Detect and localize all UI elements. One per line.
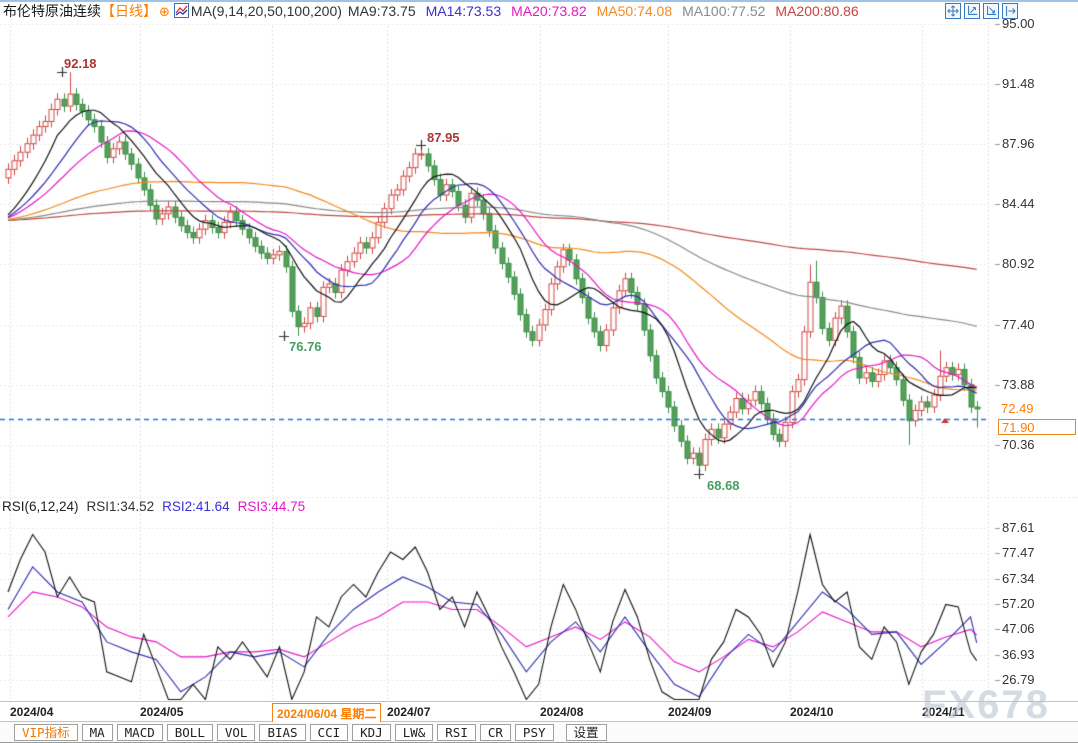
price-tick-label: 87.96 [1002,136,1035,151]
indicator-tab-5[interactable]: BIAS [259,723,306,741]
rsi-tick-label: 36.93 [1002,647,1035,662]
move-icon[interactable] [945,3,961,19]
rsi-tick-label: 67.34 [1002,571,1035,586]
ma-legend-item: MA9:73.75 [347,3,416,19]
indicator-tab-0[interactable]: VIP指标 [14,723,78,741]
rsi-legend-item: RSI2:41.64 [162,499,230,514]
rsi-tick-label: 47.06 [1002,621,1035,636]
price-tick-label: 80.92 [1002,256,1035,271]
rsi-tick-label: 57.20 [1002,596,1035,611]
ma-legend-item: MA200:80.86 [775,3,859,19]
rsi-settings-label[interactable]: RSI(6,12,24) [2,499,79,514]
month-label: 2024/11 [922,705,965,719]
ma-legend-item: MA20:73.82 [511,3,587,19]
ma-legend-item: MA50:74.08 [596,3,673,19]
month-label: 2024/05 [140,705,184,719]
latest-price-label: 72.49 [1001,401,1034,416]
price-tick-label: 77.40 [1002,317,1035,332]
indicator-tab-2[interactable]: MACD [116,723,163,741]
indicator-tab-9[interactable]: RSI [437,723,476,741]
rsi-tick-label: 77.47 [1002,545,1035,560]
price-tick-label: 95.00 [1002,16,1035,31]
month-label: 2024/07 [387,705,431,719]
indicator-tab-11[interactable]: PSY [514,723,554,741]
indicator-tab-1[interactable]: MA [81,723,113,741]
extreme-price-annotation: 87.95 [427,130,460,145]
month-label: 2024/10 [790,705,834,719]
rsi-legend-item: RSI3:44.75 [237,499,306,514]
price-tick-label: 91.48 [1002,76,1035,91]
indicator-tab-6[interactable]: CCI [309,723,349,741]
period-label[interactable]: 【日线】 [101,3,157,19]
instrument-title: 布伦特原油连续 [3,3,101,19]
indicator-tab-10[interactable]: CR [479,723,511,741]
indicator-tab-3[interactable]: BOLL [166,723,213,741]
pan-right-icon[interactable] [1002,3,1018,19]
indicator-tab-12[interactable]: 设置 [565,723,607,741]
indicator-tab-4[interactable]: VOL [216,723,256,741]
ma-legend: MA9:73.75 MA14:73.53 MA20:73.82 MA50:74.08 M… [347,2,869,19]
extreme-price-annotation: 92.18 [64,56,97,71]
chart-header: 布伦特原油连续【日线】 ⊕ MA(9,14,20,50,100,200) MA9:73… [0,2,1078,22]
top-border [0,0,1078,2]
chart-toolbar [945,3,1018,19]
ma-legend-item: MA100:77.52 [682,3,766,19]
extreme-price-annotation: 76.76 [289,339,322,354]
scale-axes-right-icon[interactable] [983,3,999,19]
month-label: 2024/08 [540,705,584,719]
month-label: 2024/04 [10,705,54,719]
extreme-price-annotation: 68.68 [707,478,740,493]
rsi-legend-item: RSI1:34.52 [86,499,155,514]
cursor-price-label: 71.90 [998,419,1076,435]
cursor-date-label: 2024/06/04 星期二 [272,703,382,724]
indicator-tab-7[interactable]: KDJ [352,723,391,741]
rsi-legend: RSI1:34.52 RSI2:41.64 RSI3:44.75 [87,499,314,514]
rsi-header: RSI(6,12,24) RSI1:34.52 RSI2:41.64 RSI3:44.… [2,499,321,514]
rsi-tick-label: 26.79 [1002,672,1035,687]
price-tick-label: 84.44 [1002,196,1035,211]
chart-type-icon[interactable] [173,3,189,18]
time-axis: 2024/04 2024/05 2024/06/04 星期二 2024/07 2024/… [0,701,1078,724]
price-tick-label: 73.88 [1002,377,1035,392]
indicator-tab-8[interactable]: LW& [394,723,434,741]
price-tick-label: 70.36 [1002,437,1035,452]
period-toggle-icon[interactable]: ⊕ [159,4,170,19]
month-label: 2024/09 [668,705,712,719]
indicator-tabbar: VIP指标 MA MACD BOLL VOL BIAS CCI KDJ LW& RSI CR PSY 设… [0,722,1078,743]
rsi-tick-label: 87.61 [1002,520,1035,535]
ma-legend-item: MA14:73.53 [425,3,502,19]
ma-settings-label[interactable]: MA(9,14,20,50,100,200) [190,3,342,19]
scale-axes-left-icon[interactable] [964,3,980,19]
